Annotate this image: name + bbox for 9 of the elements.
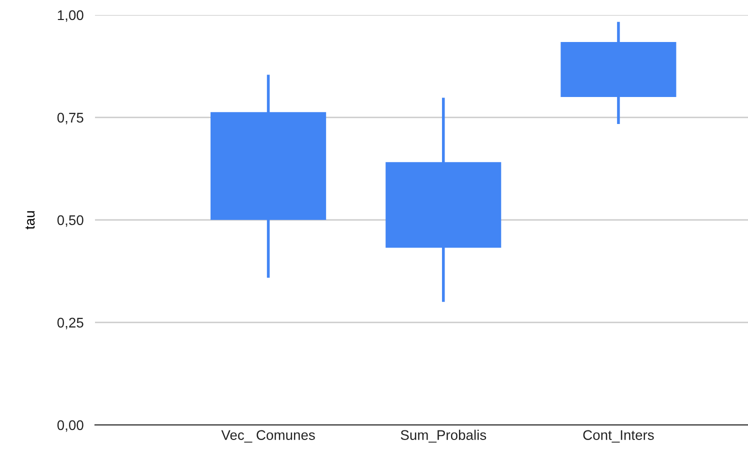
x-tick-label: Vec_ Comunes (221, 430, 315, 443)
y-axis-title: tau (26, 211, 35, 230)
y-tick-label: 1,00 (58, 10, 84, 22)
x-tick-label: Sum_Probalis (400, 430, 486, 443)
y-tick-label: 0,25 (57, 318, 84, 330)
y-tick-label: 0,00 (57, 420, 84, 432)
y-tick-label: 0,75 (57, 112, 84, 124)
x-tick-label: Cont_Inters (583, 430, 654, 443)
y-tick-label: 0,50 (57, 215, 84, 227)
